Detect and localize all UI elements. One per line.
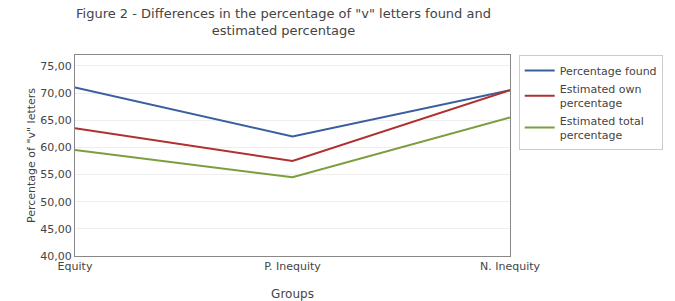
svg-text:70,00: 70,00 [40, 87, 72, 100]
svg-text:Estimated totalpercentage: Estimated totalpercentage [560, 115, 644, 142]
svg-text:50,00: 50,00 [40, 196, 72, 209]
svg-text:55,00: 55,00 [40, 168, 72, 181]
svg-text:Percentage of "v" letters: Percentage of "v" letters [25, 88, 38, 223]
svg-text:Equity: Equity [58, 260, 93, 273]
svg-text:Percentage found: Percentage found [560, 65, 657, 78]
svg-text:45,00: 45,00 [40, 223, 72, 236]
svg-text:60,00: 60,00 [40, 141, 72, 154]
svg-text:65,00: 65,00 [40, 114, 72, 127]
svg-text:Groups: Groups [271, 287, 314, 301]
svg-text:P. Inequity: P. Inequity [264, 260, 321, 273]
svg-text:N. Inequity: N. Inequity [480, 260, 541, 273]
svg-text:75,00: 75,00 [40, 60, 72, 73]
svg-text:40,00: 40,00 [40, 250, 72, 263]
svg-text:Estimated ownpercentage: Estimated ownpercentage [560, 83, 642, 110]
svg-text:Figure 2 - Differences in the: Figure 2 - Differences in the percentage… [76, 6, 491, 38]
